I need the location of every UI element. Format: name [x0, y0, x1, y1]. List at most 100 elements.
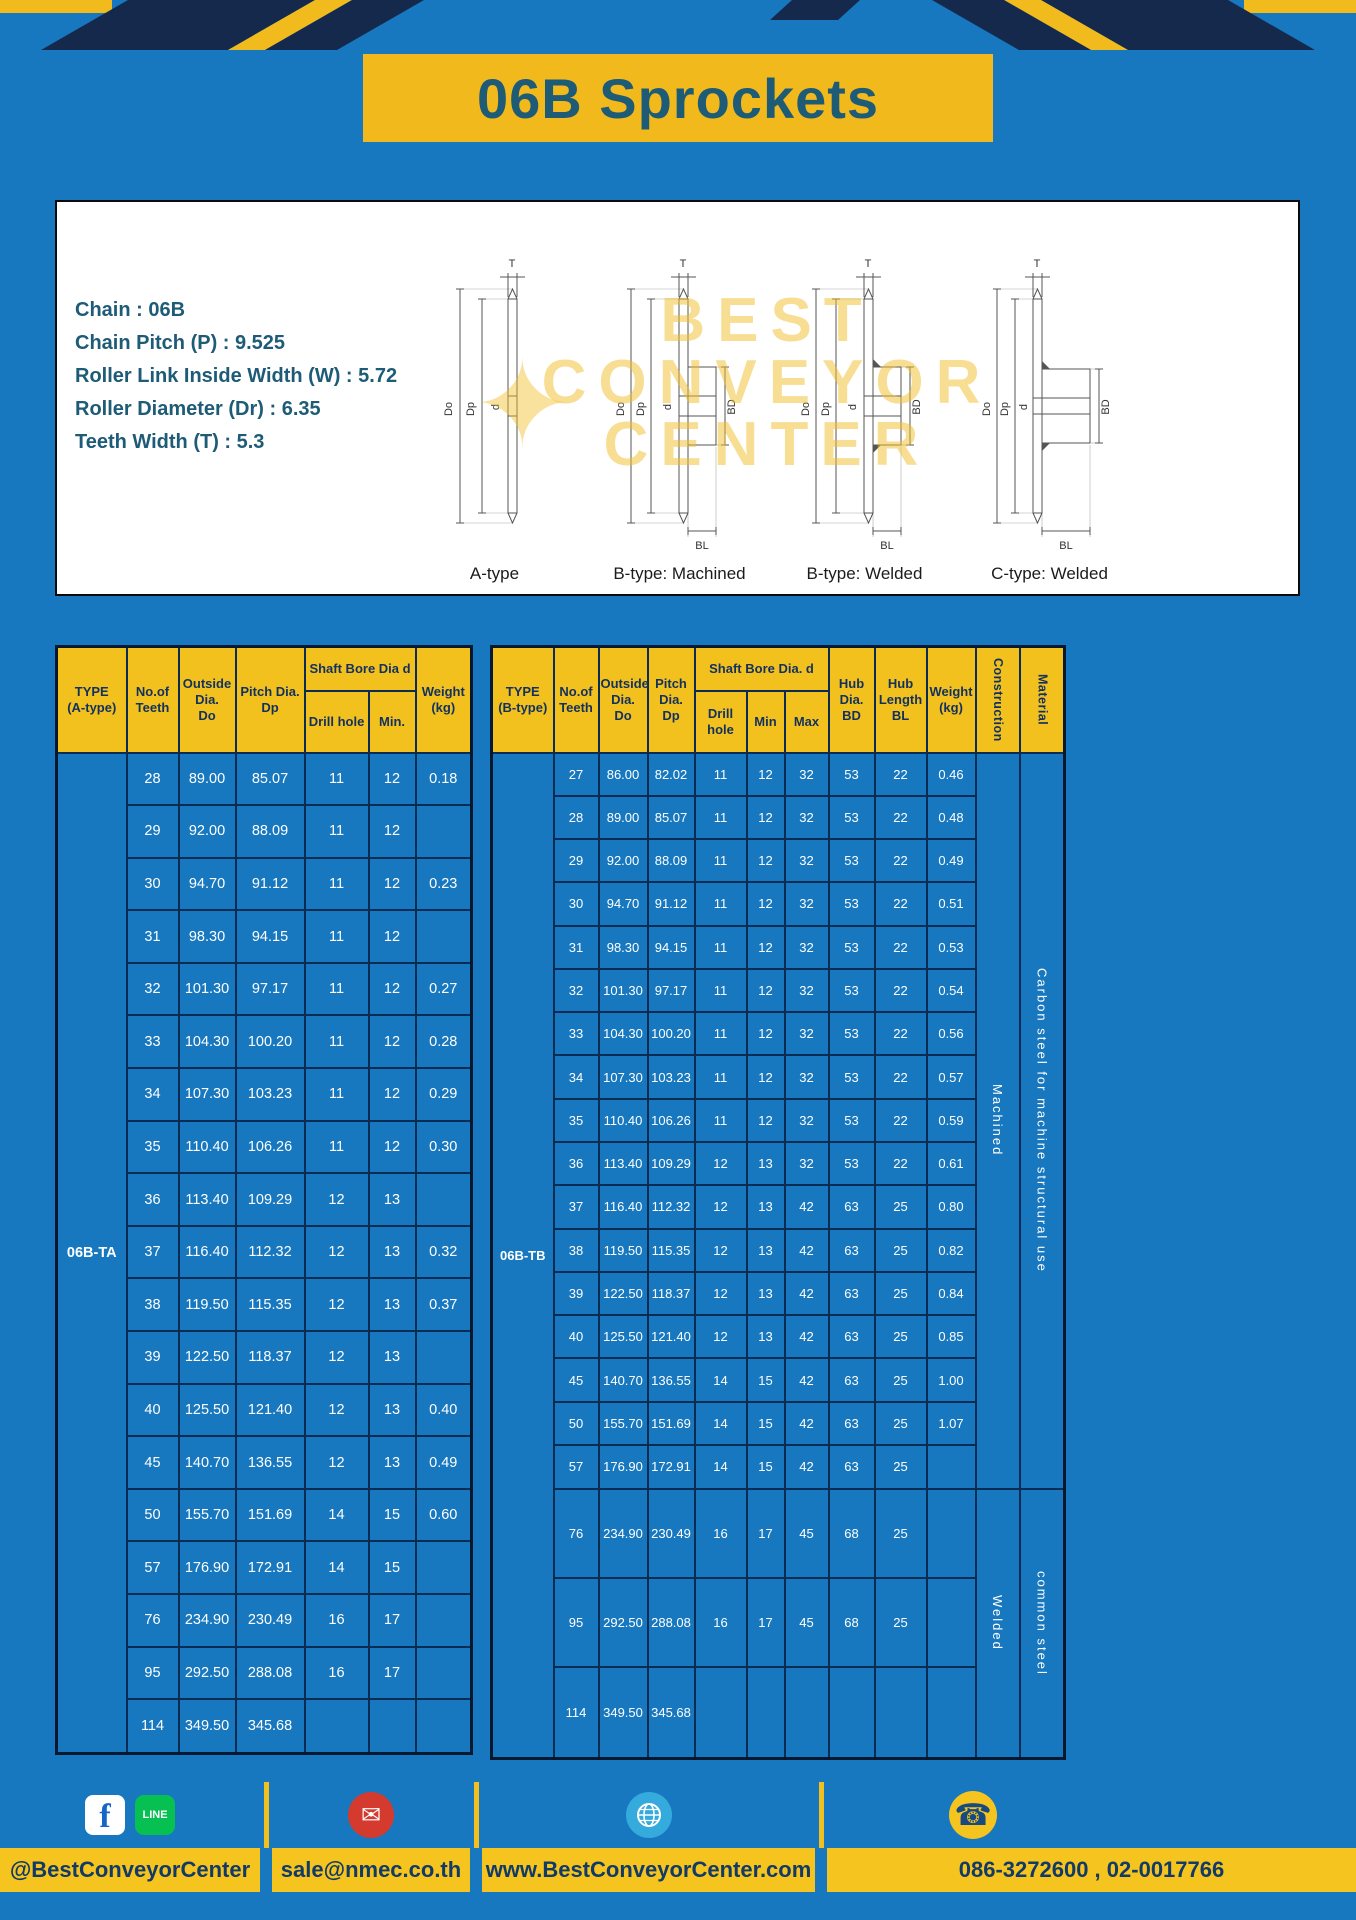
table-b-cell: 53: [827, 1011, 876, 1057]
table-b-cell: 39: [552, 1270, 600, 1317]
col-header-shaft-bore: Shaft Bore Dia. d: [693, 645, 830, 692]
table-b-cell: 32: [783, 924, 830, 970]
table-b-cell: 151.69: [646, 1400, 696, 1447]
mail-icon[interactable]: ✉: [348, 1792, 394, 1838]
table-b-cell: 106.26: [646, 1097, 696, 1144]
table-a-cell: [303, 1698, 370, 1755]
footer-phone-icon-wrap: ☎: [827, 1782, 1356, 1848]
table-a-row: 35 110.40 106.26 11 12 0.30: [57, 1119, 473, 1175]
footer-email[interactable]: sale@nmec.co.th: [280, 1857, 462, 1882]
table-b-cell: 32: [783, 967, 830, 1014]
table-b-row: 35 110.40 106.26 11 12 32 53 22 0.59: [492, 1097, 1065, 1144]
table-b-cell: 63: [827, 1444, 876, 1490]
table-b-row: 76 234.90 230.49 16 17 45 68 25 Welded common ste…: [492, 1487, 1066, 1760]
table-b-row: 57 176.90 172.91 14 15 42 63 25: [492, 1444, 1065, 1490]
table-a-cell: 112.32: [234, 1224, 306, 1280]
table-b-cell: 0.51: [925, 881, 977, 927]
chain-specs: Chain : 06B Chain Pitch (P) : 9.525 Roll…: [75, 294, 397, 459]
table-b-cell: 136.55: [646, 1357, 696, 1403]
table-a-cell: 292.50: [177, 1645, 237, 1701]
table-a-cell: 30: [125, 856, 180, 912]
table-a-cell: 122.50: [177, 1330, 237, 1385]
col-header-pitch-dia: Pitch Dia. Dp: [646, 645, 696, 754]
table-a-type-cell: 06B-TA: [55, 751, 128, 1755]
line-icon[interactable]: LINE: [135, 1795, 175, 1835]
table-a-cell: 0.40: [414, 1382, 473, 1438]
table-b-cell: 32: [783, 1011, 830, 1057]
table-a-cell: 140.70: [177, 1435, 237, 1490]
table-b-row: 32 101.30 97.17 11 12 32 53 22 0.54: [492, 967, 1065, 1014]
phone-icon[interactable]: ☎: [949, 1791, 997, 1839]
table-a-cell: 0.32: [414, 1224, 473, 1280]
table-b-cell: 25: [873, 1400, 928, 1447]
table-b-cell: 22: [873, 1097, 928, 1144]
col-header-construction: Construction: [974, 645, 1021, 754]
table-a-cell: 0.23: [414, 856, 473, 912]
table-a-cell: 11: [303, 856, 370, 912]
footer-divider: [260, 1782, 272, 1848]
table-a-cell: 34: [125, 1067, 180, 1122]
table-b-row: 06B-TB 27 86.00 82.02 11 12 32 53 22 0.46 Machined…: [490, 751, 1066, 1760]
table-b-cell: 119.50: [597, 1227, 649, 1273]
table-b-cell: 101.30: [597, 967, 649, 1014]
table-a-cell: 12: [367, 856, 417, 912]
table-b-cell: 63: [827, 1227, 876, 1273]
table-a-cell: 13: [367, 1435, 417, 1490]
b-type-table: TYPE (B-type) No.of Teeth Outside Dia. D…: [490, 645, 1066, 1760]
table-a-cell: 13: [367, 1382, 417, 1438]
table-b-cell: 11: [693, 1097, 748, 1144]
table-b-cell: 12: [693, 1270, 748, 1317]
table-b-row: 28 89.00 85.07 11 12 32 53 22 0.48: [492, 794, 1065, 841]
col-header-type-b: TYPE (B-type): [490, 645, 555, 754]
table-b-cell: 11: [693, 794, 748, 841]
table-b-cell: 25: [873, 1227, 928, 1273]
table-b-cell: [873, 1665, 928, 1760]
table-b-cell: 1.00: [925, 1357, 977, 1403]
spec-line-chain: Chain : 06B: [75, 299, 186, 321]
table-b-cell: 63: [827, 1184, 876, 1230]
table-b-cell: 32: [783, 1097, 830, 1144]
table-a-cell: 45: [125, 1435, 180, 1490]
table-b-cell: 112.32: [646, 1184, 696, 1230]
col-header-drill-hole: Drill hole: [693, 689, 748, 754]
table-a-cell: 0.27: [414, 961, 473, 1017]
table-b-cell: 88.09: [646, 838, 696, 884]
globe-icon[interactable]: [625, 1792, 672, 1838]
footer-bar-divider: [815, 1848, 827, 1892]
table-b-cell: 0.57: [925, 1054, 977, 1100]
footer-icons-row: f LINE ✉ ☎: [0, 1782, 1356, 1848]
table-b-cell: 92.00: [597, 838, 649, 884]
table-a-cell: 36: [125, 1172, 180, 1227]
table-b-cell: 40: [552, 1314, 600, 1360]
table-b-cell: 53: [827, 967, 876, 1014]
spec-line-roller-dia: Roller Diameter (Dr) : 6.35: [75, 398, 321, 420]
table-b-row: 50 155.70 151.69 14 15 42 63 25 1.07: [492, 1400, 1065, 1447]
table-b-cell: 14: [693, 1357, 748, 1403]
table-a-cell: 155.70: [177, 1487, 237, 1543]
table-a-cell: 234.90: [177, 1593, 237, 1648]
col-header-hub-length: Hub Length BL: [873, 645, 928, 754]
table-b-row: 39 122.50 118.37 12 13 42 63 25 0.84: [492, 1270, 1065, 1317]
top-decoration: [0, 0, 1356, 50]
table-a-cell: 106.26: [234, 1119, 306, 1175]
dim-label-do: Do: [981, 402, 993, 416]
table-b-cell: 27: [552, 751, 600, 797]
table-a-cell: 136.55: [234, 1435, 306, 1490]
dim-label-t: T: [508, 258, 515, 270]
table-b-cell: 22: [873, 881, 928, 927]
footer-divider: [470, 1782, 482, 1848]
table-b-cell: 50: [552, 1400, 600, 1447]
footer-social-handle[interactable]: @BestConveyorCenter: [9, 1857, 251, 1882]
dim-label-bl: BL: [1059, 540, 1072, 552]
dim-label-d: d: [662, 404, 674, 410]
footer-website[interactable]: www.BestConveyorCenter.com: [485, 1857, 812, 1882]
table-b-cell: 76: [552, 1487, 600, 1579]
col-header-drill-hole: Drill hole: [303, 689, 370, 754]
table-a-cell: 15: [367, 1487, 417, 1543]
facebook-icon[interactable]: f: [85, 1795, 125, 1835]
table-a-row: 38 119.50 115.35 12 13 0.37: [57, 1277, 473, 1333]
table-a-cell: 39: [125, 1330, 180, 1385]
footer-phone-numbers[interactable]: 086-3272600 , 02-0017766: [958, 1857, 1225, 1882]
table-b-cell: 12: [745, 1097, 786, 1144]
spec-line-teeth-width: Teeth Width (T) : 5.3: [75, 431, 265, 453]
